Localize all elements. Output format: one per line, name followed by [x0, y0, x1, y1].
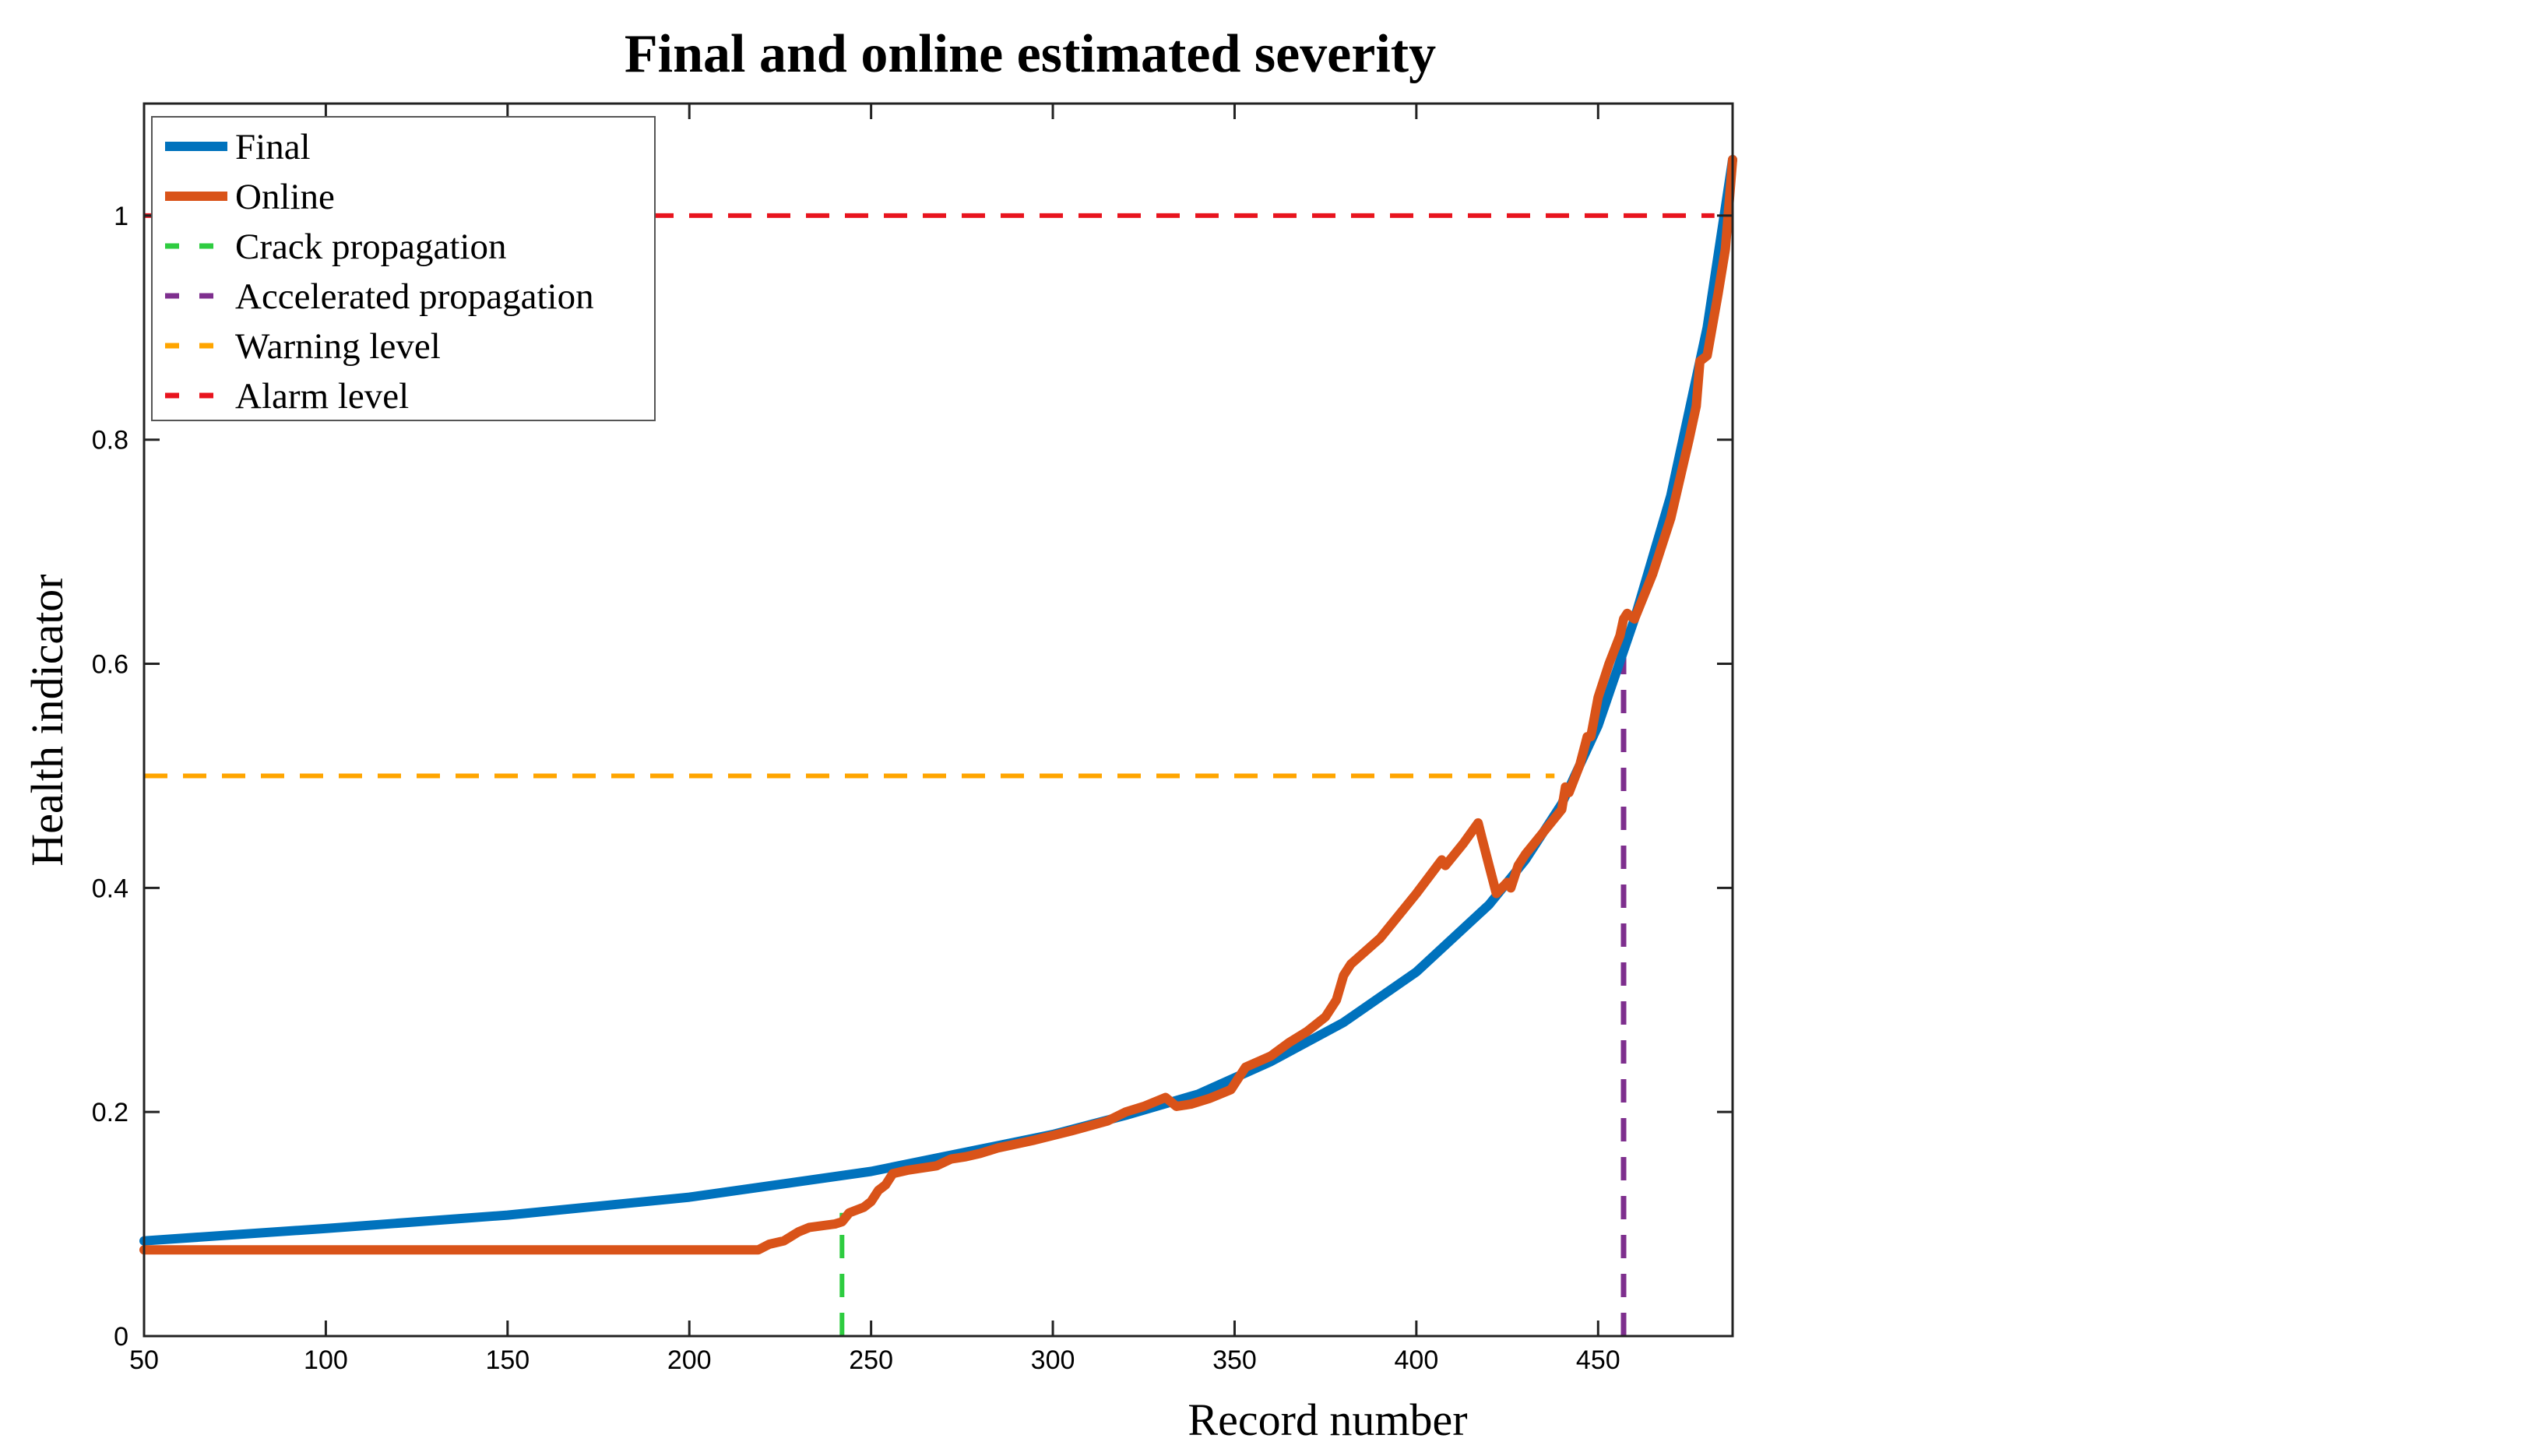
legend-items: Final Online Crack propagation Accelerated …	[165, 127, 594, 417]
x-tick-label: 400	[1395, 1345, 1439, 1375]
plot-frame	[143, 102, 1734, 1338]
legend: Final Online Crack propagation Accelerated …	[151, 116, 656, 421]
legend-label-accelerated-propagation: Accelerated propagation	[235, 276, 594, 317]
x-tick-label: 50	[129, 1345, 159, 1375]
x-tick-label: 450	[1576, 1345, 1620, 1375]
legend-box	[151, 116, 656, 421]
y-tick-label: 1	[114, 202, 128, 231]
series-layer	[139, 155, 1737, 1336]
y-tick-label: 0.4	[92, 874, 128, 903]
y-tick-label: 0.2	[92, 1098, 128, 1127]
legend-label-crack-propagation: Crack propagation	[235, 227, 506, 267]
legend-label-final: Final	[235, 127, 311, 167]
axes-layer: 50 100 150 200 250 300 350 400 450 0 0.2 0.4 0.6 0.8 1	[92, 104, 1733, 1375]
y-tick-label: 0	[114, 1322, 128, 1352]
x-axis-label: Record number	[1188, 1394, 1467, 1445]
y-axis-label: Health indicator	[22, 574, 72, 866]
chart-title: Final and online estimated severity	[625, 24, 1436, 84]
x-tick-label: 200	[667, 1345, 712, 1375]
legend-label-alarm-level: Alarm level	[235, 376, 409, 417]
x-tick-label: 350	[1212, 1345, 1257, 1375]
x-tick-label: 250	[849, 1345, 893, 1375]
y-tick-label: 0.6	[92, 650, 128, 680]
legend-label-online: Online	[235, 177, 335, 217]
series-online	[139, 155, 1737, 1255]
y-tick-label: 0.8	[92, 426, 128, 455]
x-tick-label: 100	[304, 1345, 348, 1375]
legend-label-warning-level: Warning level	[235, 326, 441, 367]
x-tick-label: 150	[485, 1345, 530, 1375]
x-tick-label: 300	[1031, 1345, 1075, 1375]
